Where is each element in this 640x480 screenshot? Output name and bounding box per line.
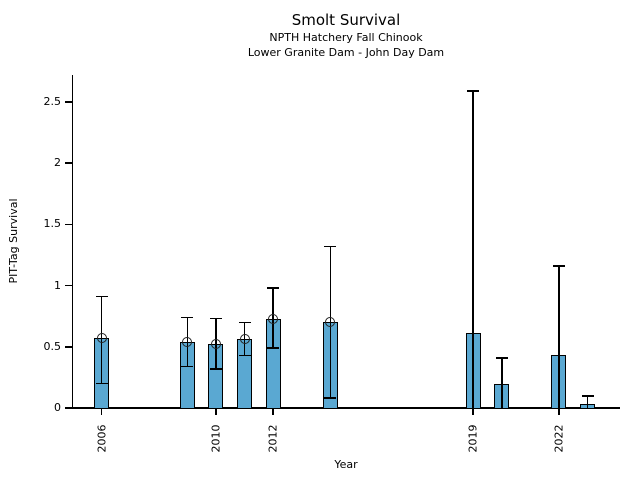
x-tick-label: 2022	[552, 424, 566, 453]
y-tick	[65, 284, 72, 287]
y-tick-label: 0	[54, 401, 61, 414]
y-tick	[65, 162, 72, 164]
y-axis-line	[71, 75, 73, 408]
error-bar-cap-top	[267, 287, 280, 289]
x-tick	[272, 408, 274, 415]
error-bar-line	[472, 90, 474, 408]
error-bar-cap-bottom	[181, 365, 194, 368]
chart-subtitle-line2: Lower Granite Dam - John Day Dam	[247, 46, 445, 59]
data-point-marker	[239, 334, 250, 345]
data-point-marker	[210, 339, 221, 350]
error-bar-cap-top	[581, 395, 594, 397]
error-bar-cap-bottom	[238, 354, 251, 357]
y-tick-label: 2.5	[43, 94, 62, 108]
y-tick-label: 2	[54, 156, 61, 170]
error-bar-cap-bottom	[267, 347, 280, 349]
data-point-marker	[182, 336, 193, 347]
error-bar-line	[501, 357, 503, 408]
y-tick-label: 0.5	[43, 339, 62, 353]
error-bar-line	[558, 265, 560, 408]
data-point-marker	[96, 333, 107, 344]
error-bar-cap-bottom	[324, 397, 337, 399]
x-tick	[100, 408, 103, 415]
y-tick	[65, 346, 72, 348]
x-tick-label: 2019	[466, 424, 480, 453]
x-tick	[558, 408, 560, 415]
x-tick-label: 2006	[95, 424, 109, 453]
y-tick	[65, 407, 72, 409]
error-bar-cap-bottom	[95, 382, 108, 385]
error-bar-cap-top	[181, 316, 194, 319]
x-axis-line	[71, 407, 620, 409]
y-tick-label: 1.5	[43, 217, 62, 231]
chart-title: Smolt Survival	[291, 11, 401, 29]
error-bar-cap-top	[495, 357, 508, 359]
x-tick	[215, 408, 217, 415]
error-bar-cap-bottom	[209, 368, 222, 370]
error-bar-cap-top	[324, 245, 337, 248]
x-tick-label: 2010	[209, 424, 223, 453]
error-bar-cap-top	[238, 321, 251, 324]
data-point-marker	[325, 317, 336, 328]
y-tick-label: 1	[54, 278, 61, 292]
error-bar-cap-top	[467, 90, 480, 92]
error-bar-cap-top	[95, 295, 108, 298]
error-bar-cap-top	[209, 317, 222, 320]
y-tick	[65, 101, 72, 103]
x-axis-label: Year	[334, 458, 358, 471]
x-tick	[472, 408, 474, 415]
error-bar-line	[586, 395, 589, 408]
x-tick-label: 2012	[266, 424, 280, 453]
y-tick	[65, 223, 72, 226]
chart-subtitle-line1: NPTH Hatchery Fall Chinook	[269, 31, 423, 44]
data-point-marker	[268, 313, 279, 324]
error-bar-cap-top	[552, 265, 565, 267]
